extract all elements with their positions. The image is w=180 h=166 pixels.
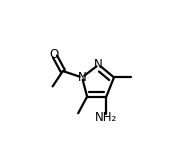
Text: N: N bbox=[78, 71, 86, 84]
Text: NH₂: NH₂ bbox=[95, 111, 117, 124]
Text: N: N bbox=[94, 58, 103, 71]
Text: O: O bbox=[49, 48, 59, 61]
